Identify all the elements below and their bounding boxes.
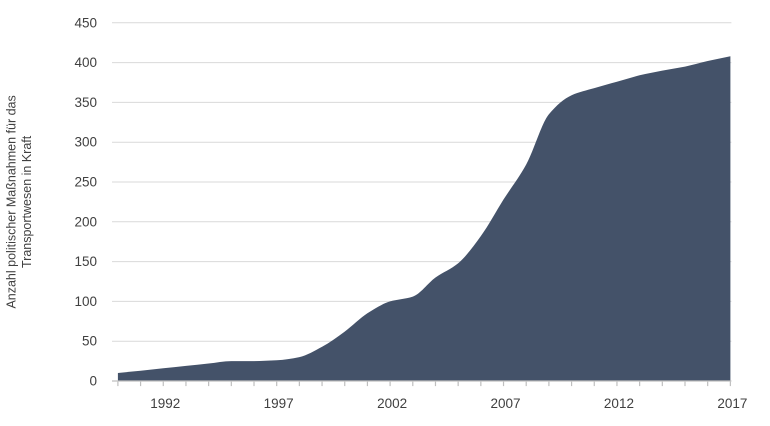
- x-tick-label: 2007: [491, 396, 521, 411]
- y-tick-label: 200: [74, 214, 97, 229]
- y-tick-label: 300: [74, 135, 97, 150]
- x-tick-label: 2017: [717, 396, 747, 411]
- y-tick-label: 350: [74, 95, 97, 110]
- y-tick-label: 250: [74, 175, 97, 190]
- y-tick-label: 150: [74, 254, 97, 269]
- y-tick-label: 100: [74, 294, 97, 309]
- y-tick-label: 450: [74, 15, 97, 30]
- x-tick-label: 1992: [150, 396, 180, 411]
- y-axis-title-line: Anzahl politischer Maßnahmen für das: [5, 95, 19, 308]
- y-tick-label: 50: [82, 334, 97, 349]
- y-axis-title-line: Transportwesen in Kraft: [20, 135, 34, 268]
- y-tick-label: 400: [74, 55, 97, 70]
- x-tick-label: 2012: [604, 396, 634, 411]
- y-tick-label: 0: [89, 374, 97, 389]
- area-series: [117, 56, 731, 381]
- x-tick-label: 1997: [264, 396, 294, 411]
- x-tick-label: 2002: [377, 396, 407, 411]
